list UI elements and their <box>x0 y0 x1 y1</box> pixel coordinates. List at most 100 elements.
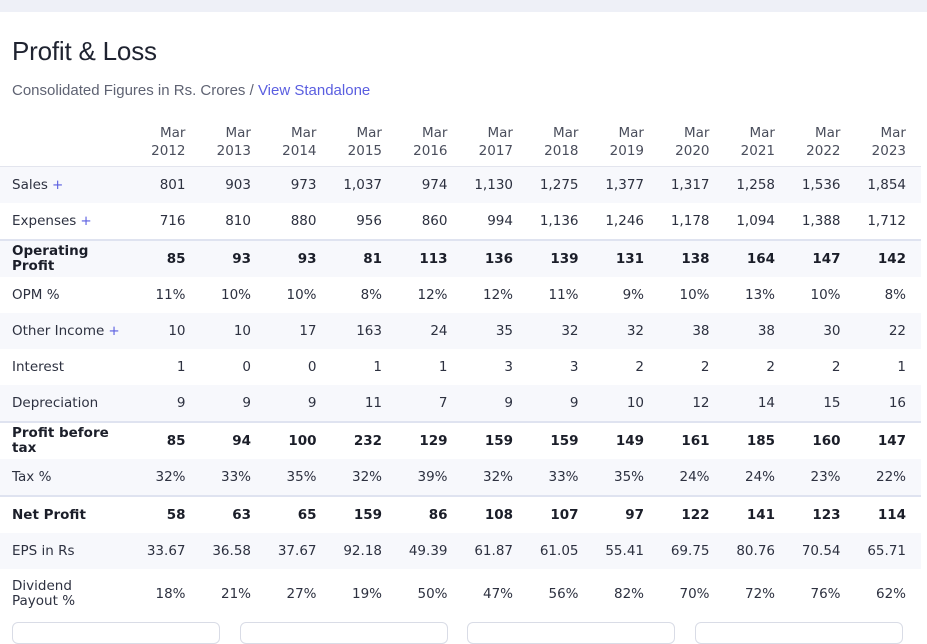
cell-value: 1,377 <box>593 166 659 203</box>
cell-value: 903 <box>200 166 266 203</box>
cell-value: 81 <box>331 239 397 277</box>
cell-value: 100 <box>266 421 332 459</box>
cell-value: 23% <box>790 459 856 496</box>
column-month: Mar <box>618 125 644 141</box>
column-header: Mar 2012 <box>135 114 201 167</box>
expand-button[interactable]: + <box>80 212 92 229</box>
subtitle-text: Consolidated Figures in Rs. Crores / <box>12 82 254 99</box>
column-month: Mar <box>553 125 579 141</box>
title: Profit & Loss <box>12 36 157 66</box>
cell-value: 55.41 <box>593 533 659 569</box>
column-month: Mar <box>749 125 775 141</box>
cell-value: 1 <box>373 359 382 375</box>
cell-value: 17 <box>266 313 332 349</box>
column-header: Mar 2019 <box>593 114 659 167</box>
cell-value: 860 <box>421 213 448 229</box>
cell-value: 159 <box>528 421 594 459</box>
expand-button[interactable]: + <box>108 322 120 339</box>
column-year: 2013 <box>216 143 251 159</box>
cell-value: 163 <box>331 313 397 349</box>
cell-value: 85 <box>135 239 201 277</box>
cell-value: 974 <box>397 166 463 203</box>
cell-value: 65 <box>266 495 332 533</box>
cell-value: 9% <box>622 287 644 303</box>
cell-value: 56% <box>548 586 579 602</box>
cell-value: 160 <box>790 421 856 459</box>
row-label-text: Sales <box>12 176 48 193</box>
card <box>695 622 903 644</box>
cell-value: 32% <box>135 459 201 496</box>
cell-value: 0 <box>242 359 251 375</box>
column-month: Mar <box>422 125 448 141</box>
column-month: Mar <box>684 125 710 141</box>
cell-value: 11 <box>331 385 397 422</box>
cell-value: 35% <box>266 459 332 496</box>
cell-value: 123 <box>790 495 856 533</box>
cell-value: 10% <box>286 287 317 303</box>
cell-value: 85 <box>135 421 201 459</box>
cell-value: 12% <box>417 287 448 303</box>
row-label-text: OPM % <box>12 286 60 303</box>
cell-value: 159 <box>462 421 528 459</box>
row-label-text: Net Profit <box>12 506 86 523</box>
card <box>240 622 448 644</box>
cell-value: 63 <box>200 495 266 533</box>
cell-value: 33% <box>528 459 594 496</box>
cell-value: 10% <box>220 287 251 303</box>
row-label: Interest <box>0 349 135 385</box>
row-label-text: Dividend Payout % <box>12 578 76 609</box>
cell-value: 47% <box>482 586 513 602</box>
cell-value: 716 <box>159 213 186 229</box>
table-row: OPM % 11% 10% 10% 8% 12% 12% 11% 9% 10% 13% 10% 8% <box>0 277 921 313</box>
table-row: EPS in Rs 33.67 36.58 37.67 92.18 49.39 61.87 6… <box>0 533 921 569</box>
cell-value: 38 <box>659 313 725 349</box>
cell-value: 33% <box>200 459 266 496</box>
cell-value: 39% <box>397 459 463 496</box>
cell-value: 65.71 <box>855 533 921 569</box>
cell-value: 1 <box>438 359 448 375</box>
cell-value: 97 <box>593 495 659 533</box>
cell-value: 69.75 <box>659 533 725 569</box>
cell-value: 11% <box>548 287 579 303</box>
cell-value: 122 <box>659 495 725 533</box>
cell-value: 8% <box>884 287 906 303</box>
row-label: Expenses + <box>0 203 135 240</box>
table-row: Dividend Payout % 18% 21% 27% 19% 50% 47% 56% 82… <box>0 569 921 619</box>
cell-value: 62% <box>875 586 906 602</box>
column-header: Mar 2021 <box>724 114 790 167</box>
expand-button[interactable]: + <box>51 176 64 193</box>
cell-value: 147 <box>790 239 856 277</box>
cell-value: 9 <box>462 385 528 422</box>
cell-value: 161 <box>659 421 725 459</box>
pl-table: Mar 2012 Mar 2013 Mar 2014 Mar 2015 Mar 2016 Mar 20… <box>0 114 921 619</box>
cell-value: 1,246 <box>605 213 644 229</box>
cell-value: 32% <box>331 459 397 496</box>
cell-value: 50% <box>417 586 448 602</box>
cell-value: 1,178 <box>670 213 710 229</box>
cell-value: 129 <box>397 421 463 459</box>
row-label-text: Other Income <box>12 322 105 339</box>
corner <box>0 114 135 167</box>
column-header: Mar 2023 <box>855 114 921 167</box>
cell-value: 159 <box>331 495 397 533</box>
column-header: Mar 2020 <box>659 114 725 167</box>
cell-value: 86 <box>397 495 463 533</box>
row-label: Profit before tax <box>0 421 135 459</box>
cell-value: 36.58 <box>200 533 266 569</box>
cell-value: 24% <box>724 459 790 496</box>
cell-value: 12% <box>482 287 513 303</box>
column-month: Mar <box>356 125 382 141</box>
cell-value: 1 <box>897 359 906 375</box>
cell-value: 147 <box>855 421 921 459</box>
row-label: Dividend Payout % <box>0 569 135 619</box>
cell-value: 0 <box>307 359 317 375</box>
cell-value: 2 <box>831 359 841 375</box>
cell-value: 1,130 <box>462 166 528 203</box>
cell-value: 16 <box>855 385 921 422</box>
cell-value: 19% <box>351 586 382 602</box>
table-row: Sales +801 903 973 1,037 974 1,130 1,275 1,377 1,… <box>0 166 921 203</box>
standalone-link[interactable]: View Standalone <box>257 82 371 99</box>
cell-value: 1,536 <box>790 166 856 203</box>
column-header: Mar 2014 <box>266 114 332 167</box>
cell-value: 141 <box>724 495 790 533</box>
